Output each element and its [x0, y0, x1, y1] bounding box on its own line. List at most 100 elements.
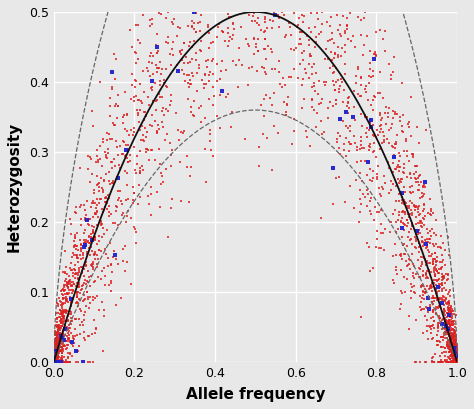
Point	[52, 342, 60, 348]
Point	[50, 359, 58, 365]
Point	[354, 14, 362, 20]
Point	[341, 87, 348, 94]
Point	[62, 326, 69, 333]
Point	[447, 314, 455, 320]
Point	[425, 306, 433, 312]
Point	[410, 260, 417, 267]
Point	[382, 180, 389, 187]
Point	[50, 351, 58, 357]
Point	[347, 141, 355, 148]
Point	[50, 359, 58, 365]
Point	[50, 355, 58, 362]
Point	[124, 111, 131, 118]
Point	[58, 359, 65, 366]
Point	[453, 356, 461, 362]
Point	[55, 335, 63, 342]
Point	[372, 244, 379, 251]
Point	[85, 240, 93, 246]
Point	[50, 357, 58, 363]
Point	[447, 346, 454, 353]
Point	[83, 216, 91, 223]
Point	[442, 319, 450, 326]
Point	[139, 137, 146, 144]
Point	[67, 318, 74, 325]
Point	[448, 355, 456, 362]
Point	[432, 277, 440, 284]
Point	[321, 5, 329, 12]
Point	[424, 336, 432, 343]
Point	[74, 259, 82, 265]
Point	[447, 342, 455, 348]
Point	[452, 353, 459, 360]
Point	[55, 342, 62, 349]
Point	[50, 353, 58, 359]
Point	[452, 359, 459, 366]
Point	[57, 347, 65, 354]
Point	[55, 332, 62, 339]
Point	[61, 359, 69, 366]
Point	[155, 9, 163, 16]
Point	[450, 346, 457, 352]
Point	[106, 181, 114, 187]
Point	[275, 5, 283, 12]
Point	[405, 261, 413, 267]
Point	[82, 337, 89, 343]
Point	[438, 294, 446, 301]
Point	[448, 359, 456, 366]
Point	[130, 224, 138, 231]
Point	[50, 353, 58, 359]
Point	[453, 359, 461, 366]
Point	[50, 352, 58, 358]
Point	[451, 330, 458, 336]
Point	[55, 348, 63, 355]
Point	[444, 320, 451, 326]
Point	[453, 359, 461, 366]
Point	[255, 144, 263, 150]
Point	[63, 308, 71, 315]
Point	[369, 73, 376, 79]
Point	[438, 299, 446, 306]
Point	[55, 359, 63, 365]
Point	[50, 358, 58, 365]
Point	[307, 9, 315, 16]
Point	[417, 217, 425, 224]
Point	[422, 359, 429, 366]
Point	[406, 198, 413, 205]
Point	[447, 359, 455, 365]
Point	[350, 33, 357, 39]
Point	[50, 346, 58, 352]
Point	[50, 353, 58, 360]
Point	[51, 359, 58, 365]
Point	[197, 12, 204, 18]
Point	[443, 339, 451, 345]
Point	[409, 270, 417, 276]
Point	[365, 147, 373, 153]
Point	[451, 359, 459, 366]
Point	[453, 359, 461, 366]
Point	[105, 146, 112, 153]
Point	[453, 359, 461, 366]
Point	[453, 346, 460, 353]
Point	[427, 212, 435, 219]
Point	[80, 297, 88, 303]
Point	[453, 359, 461, 366]
Point	[394, 175, 402, 182]
Point	[161, 136, 169, 143]
Point	[453, 359, 461, 366]
Point	[146, 102, 153, 109]
Point	[397, 267, 404, 274]
Point	[58, 316, 66, 322]
Point	[64, 342, 72, 349]
Point	[446, 356, 454, 363]
Point	[452, 359, 460, 366]
Point	[261, 29, 268, 36]
Point	[50, 353, 58, 360]
Point	[117, 294, 124, 301]
Point	[55, 337, 62, 343]
Point	[65, 273, 73, 280]
Point	[237, 24, 245, 30]
Point	[453, 359, 461, 366]
Point	[133, 170, 140, 176]
Point	[56, 331, 64, 338]
Point	[433, 290, 440, 297]
